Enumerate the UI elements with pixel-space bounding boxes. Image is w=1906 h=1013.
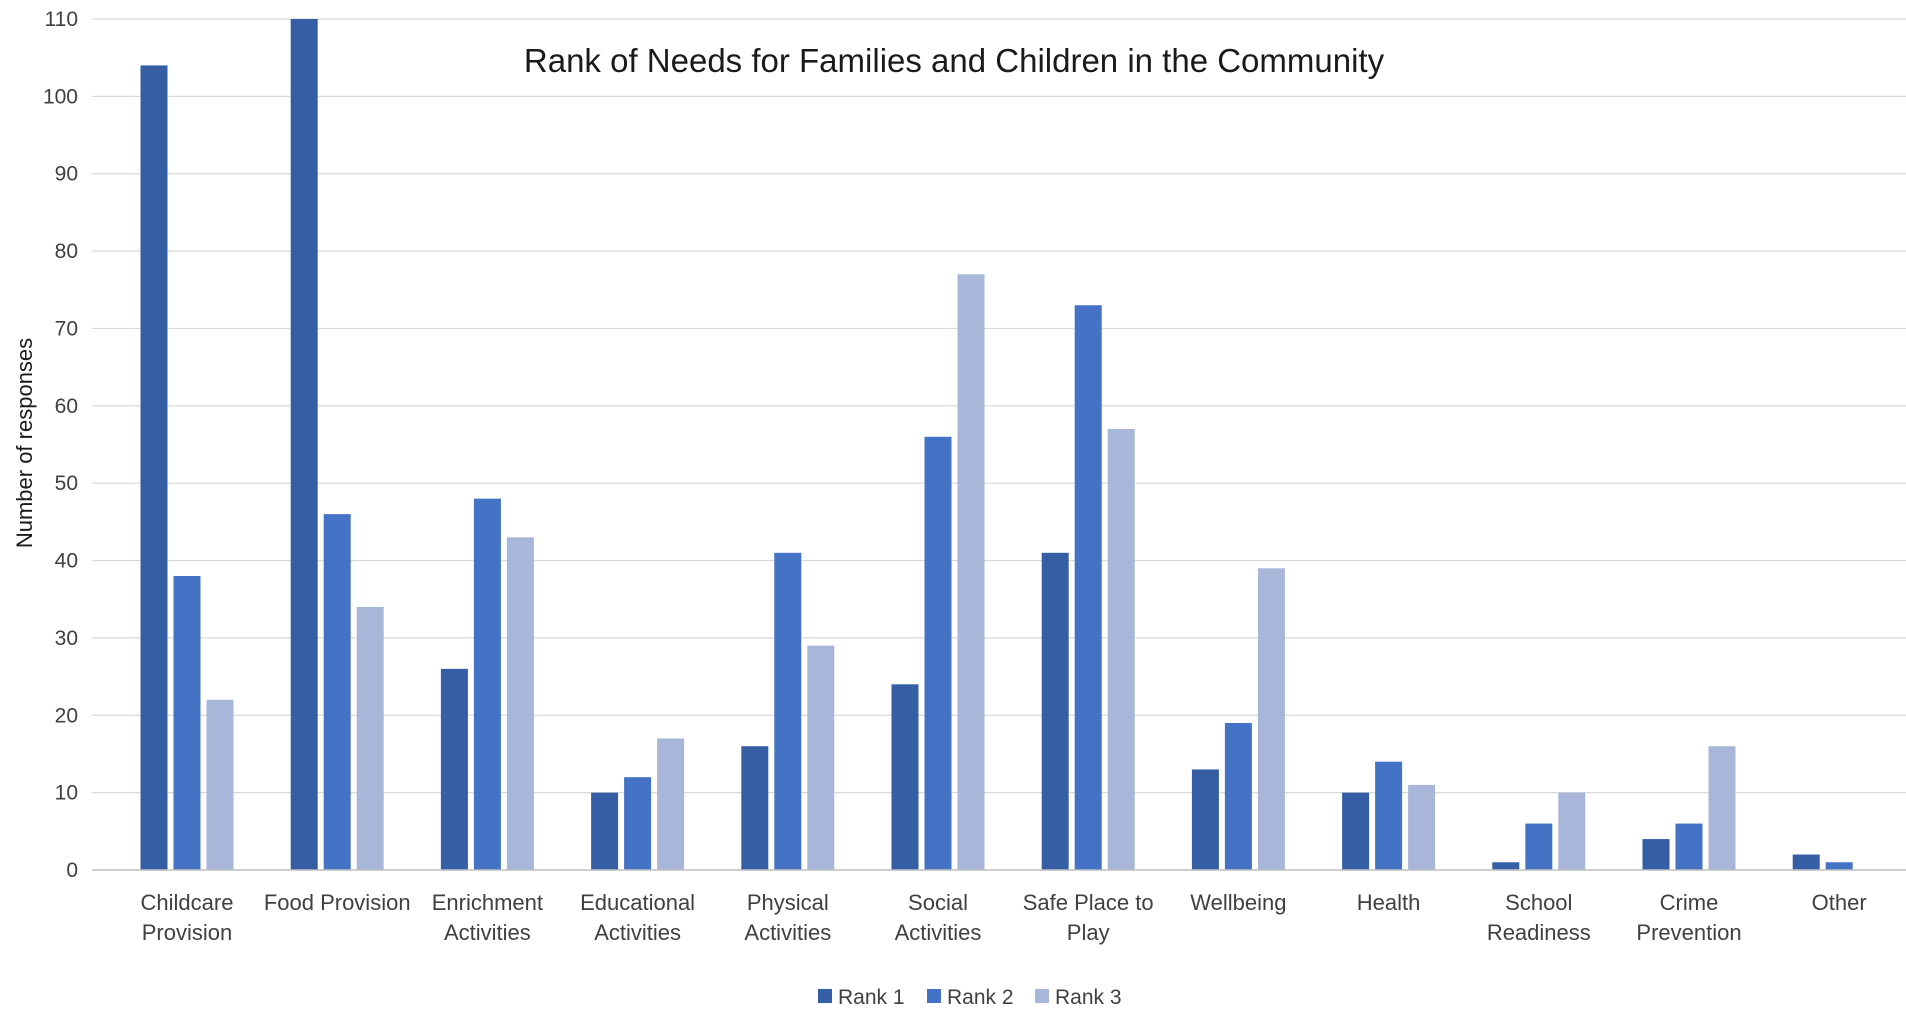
bar-rank-1 [1041, 552, 1069, 870]
bar-rank-2 [1825, 862, 1853, 870]
bar-rank-1 [290, 19, 318, 870]
y-tick-label: 60 [55, 395, 78, 418]
y-tick-label: 0 [66, 859, 78, 882]
bar-rank-2 [1375, 761, 1403, 870]
y-tick-label: 80 [55, 240, 78, 263]
legend-swatch [818, 989, 832, 1003]
y-tick-label: 20 [55, 704, 78, 727]
x-tick-label: Food Provision [264, 890, 411, 915]
x-tick-label: Educational [580, 890, 695, 915]
bar-rank-3 [356, 606, 384, 870]
x-tick-label: Enrichment [432, 890, 543, 915]
legend: Rank 1 Rank 2 Rank 3 [818, 986, 1122, 1009]
bar-rank-1 [1342, 792, 1370, 870]
bar-rank-2 [924, 436, 952, 870]
bar-rank-3 [506, 537, 534, 870]
chart-title: Rank of Needs for Families and Children … [524, 42, 1385, 79]
bar-rank-1 [440, 668, 468, 870]
y-tick-label: 50 [55, 472, 78, 495]
x-tick-label: Activities [444, 920, 531, 945]
bar-rank-3 [657, 738, 685, 870]
x-tick-label: Other [1812, 890, 1867, 915]
x-tick-label: Activities [594, 920, 681, 945]
bars [140, 19, 1853, 870]
bar-rank-2 [774, 552, 802, 870]
legend-label: Rank 1 [838, 986, 905, 1009]
gridlines [92, 18, 1906, 794]
y-tick-label: 70 [55, 317, 78, 340]
y-axis-title: Number of responses [12, 338, 37, 548]
bar-rank-1 [140, 65, 168, 870]
bar-rank-2 [173, 576, 201, 870]
legend-swatch [1035, 989, 1049, 1003]
x-tick-label: Readiness [1487, 920, 1591, 945]
legend-label: Rank 2 [947, 986, 1014, 1009]
bar-rank-3 [1257, 568, 1285, 870]
x-tick-label: Childcare [141, 890, 234, 915]
bar-rank-1 [1191, 769, 1219, 870]
bar-rank-3 [807, 645, 835, 870]
y-tick-label: 30 [55, 627, 78, 650]
bar-rank-1 [1792, 854, 1820, 870]
y-tick-label: 40 [55, 550, 78, 573]
bar-rank-2 [624, 777, 652, 870]
legend-swatch [927, 989, 941, 1003]
bar-rank-2 [1525, 823, 1553, 870]
bar-rank-2 [473, 498, 501, 870]
bar-rank-1 [1642, 839, 1670, 870]
x-tick-label: Play [1067, 920, 1110, 945]
bar-rank-2 [1675, 823, 1703, 870]
bar-rank-1 [741, 746, 769, 870]
bar-rank-3 [1408, 784, 1436, 870]
bar-rank-3 [1708, 746, 1736, 870]
axes: 0 10 20 30 40 50 60 70 80 90 100 110 Childcare Provis… [43, 8, 1906, 945]
bar-rank-3 [206, 699, 234, 870]
x-tick-label: Prevention [1636, 920, 1741, 945]
x-tick-label: Activities [744, 920, 831, 945]
bar-rank-1 [1492, 862, 1520, 870]
bar-rank-1 [891, 684, 919, 870]
x-tick-label: Physical [747, 890, 829, 915]
bar-rank-2 [323, 514, 351, 870]
legend-label: Rank 3 [1055, 986, 1122, 1009]
bar-rank-3 [957, 274, 985, 870]
bar-rank-2 [1074, 305, 1102, 870]
bar-rank-3 [1558, 792, 1586, 870]
y-tick-label: 90 [55, 163, 78, 186]
x-tick-label: Health [1357, 890, 1421, 915]
y-tick-label: 100 [43, 85, 78, 108]
y-tick-label: 10 [55, 782, 78, 805]
bar-rank-2 [1224, 723, 1252, 870]
x-tick-label: Activities [895, 920, 982, 945]
x-tick-label: Provision [142, 920, 232, 945]
bar-rank-3 [1107, 429, 1135, 870]
x-tick-label: Wellbeing [1190, 890, 1286, 915]
y-tick-label: 110 [45, 8, 78, 31]
x-tick-label: Social [908, 890, 968, 915]
x-tick-label: Safe Place to [1023, 890, 1154, 915]
bar-rank-1 [591, 792, 619, 870]
x-tick-label: School [1505, 890, 1572, 915]
x-tick-label: Crime [1660, 890, 1719, 915]
